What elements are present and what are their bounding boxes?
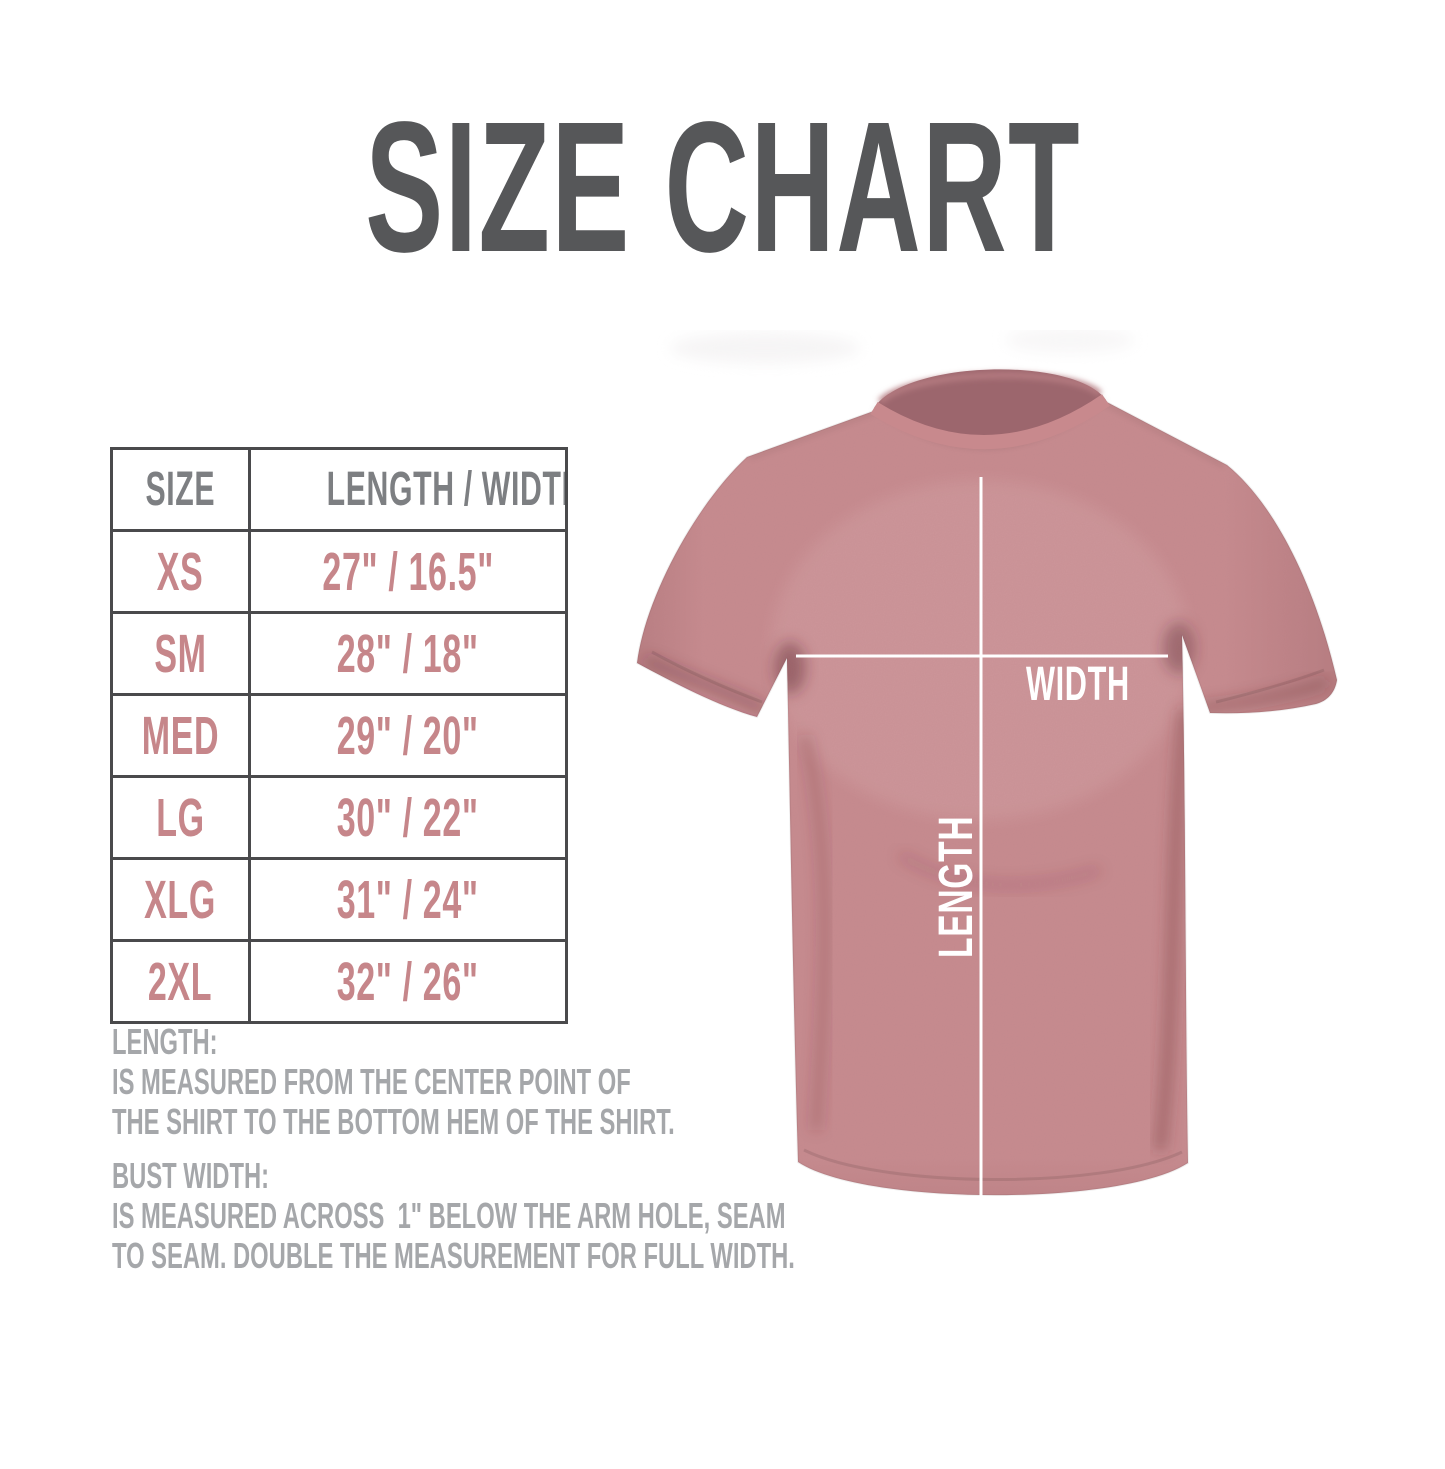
measurement-notes: LENGTH: IS MEASURED FROM THE CENTER POIN… xyxy=(112,1021,795,1276)
table-row: SM 28" / 18" xyxy=(110,611,568,696)
size-cell: XLG xyxy=(110,857,251,942)
measure-cell: 32" / 26" xyxy=(248,939,568,1024)
length-note-line: THE SHIRT TO THE BOTTOM HEM OF THE SHIRT… xyxy=(112,1101,675,1142)
measure-cell: 27" / 16.5" xyxy=(248,529,568,614)
size-cell: MED xyxy=(110,693,251,778)
size-table: SIZE LENGTH / WIDTH XS 27" / 16.5" SM 28… xyxy=(110,447,568,1024)
measure-cell: 28" / 18" xyxy=(248,611,568,696)
tshirt-diagram: WIDTH LENGTH xyxy=(600,327,1400,1270)
bust-note-line: TO SEAM. DOUBLE THE MEASUREMENT FOR FULL… xyxy=(112,1235,795,1276)
table-row: LG 30" / 22" xyxy=(110,775,568,860)
table-row: 2XL 32" / 26" xyxy=(110,939,568,1024)
size-cell: SM xyxy=(110,611,251,696)
table-header-row: SIZE LENGTH / WIDTH xyxy=(110,447,568,532)
page-title-text: SIZE CHART xyxy=(364,84,1081,291)
photo-artifacts xyxy=(670,327,1135,364)
length-label: LENGTH xyxy=(928,816,982,958)
page-title: SIZE CHART xyxy=(0,95,1445,281)
measure-cell: 31" / 24" xyxy=(248,857,568,942)
measurement-guides: WIDTH LENGTH xyxy=(796,477,1168,1202)
length-note-heading: LENGTH: xyxy=(112,1021,218,1062)
tshirt-collar xyxy=(870,369,1110,450)
size-cell: 2XL xyxy=(110,939,251,1024)
table-row: XLG 31" / 24" xyxy=(110,857,568,942)
bust-note-line: IS MEASURED ACROSS 1" BELOW THE ARM HOLE… xyxy=(112,1195,786,1236)
length-note-line: IS MEASURED FROM THE CENTER POINT OF xyxy=(112,1061,631,1102)
size-cell: XS xyxy=(110,529,251,614)
width-label: WIDTH xyxy=(1026,657,1130,711)
tshirt-photo: WIDTH LENGTH xyxy=(635,327,1339,1202)
measure-cell: 30" / 22" xyxy=(248,775,568,860)
size-cell: LG xyxy=(110,775,251,860)
header-size: SIZE xyxy=(110,447,251,532)
tshirt-body xyxy=(635,398,1339,1197)
measure-cell: 29" / 20" xyxy=(248,693,568,778)
table-row: MED 29" / 20" xyxy=(110,693,568,778)
bust-note-heading: BUST WIDTH: xyxy=(112,1155,270,1196)
table-row: XS 27" / 16.5" xyxy=(110,529,568,614)
header-length-width: LENGTH / WIDTH xyxy=(248,447,568,532)
